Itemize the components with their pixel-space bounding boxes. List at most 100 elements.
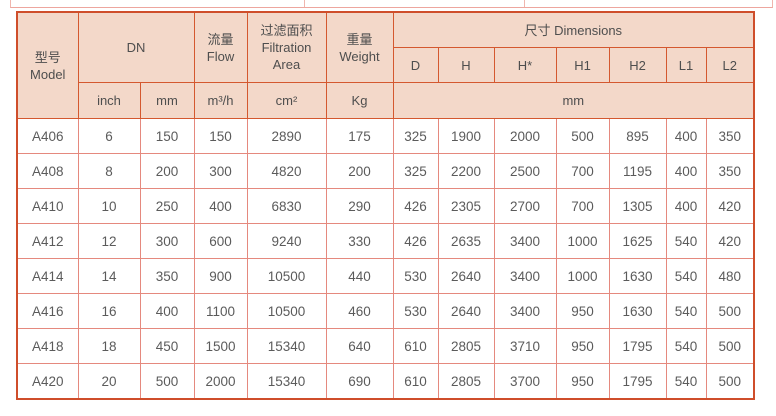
weight-cell: 290	[325, 188, 394, 224]
spec-table: 型号 Model DN 流量 Flow 过滤面积 Filtration Area…	[16, 11, 756, 400]
flow-cell: 900	[193, 258, 248, 294]
col-header-dimensions: 尺寸 Dimensions	[392, 11, 755, 48]
model-cell: A412	[16, 223, 79, 259]
col-header-flow-zh: 流量	[207, 31, 234, 47]
dim-hstar-cell: 2500	[493, 153, 557, 189]
dim-d-cell: 610	[392, 363, 439, 400]
dim-l2-cell: 420	[705, 223, 755, 259]
cropped-table-fragment	[10, 0, 773, 8]
dn-mm-cell: 350	[139, 258, 195, 294]
dim-hstar-cell: 2000	[493, 118, 557, 154]
dim-h1-cell: 500	[555, 118, 610, 154]
weight-cell: 200	[325, 153, 394, 189]
dim-d-cell: 426	[392, 188, 439, 224]
dim-l2-cell: 480	[705, 258, 755, 294]
spec-table-head: 型号 Model DN 流量 Flow 过滤面积 Filtration Area…	[16, 11, 755, 119]
dn-inch-cell: 12	[77, 223, 141, 259]
dim-h2-cell: 1795	[608, 363, 667, 400]
col-header-model-zh: 型号	[34, 49, 61, 65]
dim-h2-cell: 895	[608, 118, 667, 154]
dim-hstar-cell: 3710	[493, 328, 557, 364]
dn-inch-cell: 14	[77, 258, 141, 294]
area-cell: 9240	[246, 223, 327, 259]
dn-inch-cell: 18	[77, 328, 141, 364]
weight-cell: 440	[325, 258, 394, 294]
dim-hstar-cell: 3400	[493, 223, 557, 259]
dim-h-cell: 2805	[437, 328, 495, 364]
area-cell: 10500	[246, 293, 327, 329]
col-header-d: D	[392, 47, 439, 83]
unit-header-weight: Kg	[325, 82, 394, 119]
weight-cell: 460	[325, 293, 394, 329]
dim-l2-cell: 350	[705, 153, 755, 189]
dn-inch-cell: 20	[77, 363, 141, 400]
spec-table-body: A406 6 150 150 2890 175 325 1900 2000 500 895 400 35…	[16, 118, 755, 400]
dn-mm-cell: 200	[139, 153, 195, 189]
table-row: A406 6 150 150 2890 175 325 1900 2000 500 895 400 35…	[16, 118, 755, 154]
unit-header-mm: mm	[139, 82, 195, 119]
dim-hstar-cell: 3400	[493, 258, 557, 294]
dim-l1-cell: 540	[665, 363, 707, 400]
dim-h1-cell: 1000	[555, 258, 610, 294]
dim-h1-cell: 950	[555, 328, 610, 364]
model-cell: A420	[16, 363, 79, 400]
col-header-weight: 重量 Weight	[325, 11, 394, 83]
dim-h1-cell: 700	[555, 188, 610, 224]
flow-cell: 400	[193, 188, 248, 224]
col-header-dimensions-zh: 尺寸	[524, 22, 551, 38]
dim-l1-cell: 540	[665, 258, 707, 294]
table-row: A412 12 300 600 9240 330 426 2635 3400 1000 1625 54…	[16, 223, 755, 259]
dn-inch-cell: 16	[77, 293, 141, 329]
dim-h-cell: 2640	[437, 258, 495, 294]
col-header-h: H	[437, 47, 495, 83]
dim-l1-cell: 400	[665, 118, 707, 154]
dim-d-cell: 530	[392, 293, 439, 329]
dim-h-cell: 2805	[437, 363, 495, 400]
area-cell: 15340	[246, 363, 327, 400]
dim-h1-cell: 950	[555, 293, 610, 329]
area-cell: 4820	[246, 153, 327, 189]
col-header-flow: 流量 Flow	[193, 11, 248, 83]
dim-hstar-cell: 2700	[493, 188, 557, 224]
area-cell: 6830	[246, 188, 327, 224]
col-header-h-star: H*	[493, 47, 557, 83]
flow-cell: 2000	[193, 363, 248, 400]
col-header-l2: L2	[705, 47, 755, 83]
col-header-weight-en: Weight	[339, 48, 380, 64]
dim-l2-cell: 500	[705, 363, 755, 400]
dim-l2-cell: 500	[705, 328, 755, 364]
dim-l2-cell: 350	[705, 118, 755, 154]
model-cell: A416	[16, 293, 79, 329]
col-header-dimensions-en: Dimensions	[554, 22, 623, 38]
table-row: A416 16 400 1100 10500 460 530 2640 3400 950 1630 5…	[16, 293, 755, 329]
unit-header-flow: m³/h	[193, 82, 248, 119]
flow-cell: 300	[193, 153, 248, 189]
dim-h-cell: 2200	[437, 153, 495, 189]
col-header-h1: H1	[555, 47, 610, 83]
unit-header-area: cm²	[246, 82, 327, 119]
dim-h2-cell: 1630	[608, 258, 667, 294]
dn-mm-cell: 400	[139, 293, 195, 329]
table-row: A418 18 450 1500 15340 640 610 2805 3710 950 1795 5…	[16, 328, 755, 364]
flow-cell: 1500	[193, 328, 248, 364]
col-header-flow-en: Flow	[206, 48, 235, 64]
dn-mm-cell: 150	[139, 118, 195, 154]
flow-cell: 600	[193, 223, 248, 259]
unit-header-dimensions: mm	[392, 82, 755, 119]
flow-cell: 150	[193, 118, 248, 154]
dn-mm-cell: 450	[139, 328, 195, 364]
dim-l1-cell: 540	[665, 328, 707, 364]
col-header-dn: DN	[77, 11, 195, 83]
area-cell: 2890	[246, 118, 327, 154]
dim-d-cell: 325	[392, 118, 439, 154]
dim-d-cell: 325	[392, 153, 439, 189]
model-cell: A406	[16, 118, 79, 154]
model-cell: A414	[16, 258, 79, 294]
dim-h2-cell: 1630	[608, 293, 667, 329]
fragment-divider	[304, 0, 305, 7]
table-row: A408 8 200 300 4820 200 325 2200 2500 700 1195 400 3…	[16, 153, 755, 189]
dim-l1-cell: 540	[665, 223, 707, 259]
col-header-weight-zh: 重量	[346, 31, 373, 47]
dim-hstar-cell: 3400	[493, 293, 557, 329]
dim-l2-cell: 500	[705, 293, 755, 329]
